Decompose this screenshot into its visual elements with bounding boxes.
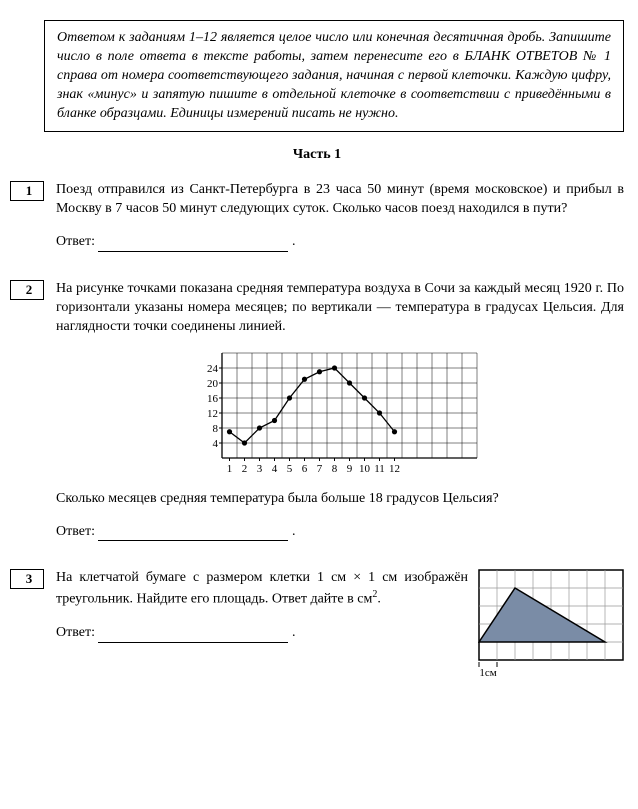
temperature-chart: 4812162024123456789101112 bbox=[200, 349, 481, 476]
answer-line-3: Ответ: . bbox=[56, 624, 468, 643]
svg-text:11: 11 bbox=[374, 463, 385, 475]
problem-body-2: На рисунке точками показана средняя темп… bbox=[56, 280, 624, 541]
problem-text-2b: Сколько месяцев средняя температура была… bbox=[56, 490, 624, 509]
svg-text:24: 24 bbox=[207, 363, 219, 375]
svg-text:2: 2 bbox=[241, 463, 247, 475]
problem-body-1: Поезд отправился из Санкт-Петербурга в 2… bbox=[56, 181, 624, 252]
problem-number-1: 1 bbox=[10, 181, 44, 201]
answer-label-1: Ответ: bbox=[56, 234, 95, 249]
chart-wrap: 4812162024123456789101112 bbox=[56, 349, 624, 476]
part-title: Часть 1 bbox=[10, 146, 624, 165]
triangle-figure-wrap: 1см bbox=[478, 569, 624, 686]
svg-text:12: 12 bbox=[389, 463, 400, 475]
svg-text:3: 3 bbox=[256, 463, 262, 475]
problem-text-1: Поезд отправился из Санкт-Петербурга в 2… bbox=[56, 181, 624, 219]
answer-blank-3[interactable] bbox=[98, 629, 288, 643]
svg-text:12: 12 bbox=[207, 408, 218, 420]
triangle-figure: 1см bbox=[478, 569, 624, 679]
svg-text:1см: 1см bbox=[479, 667, 496, 679]
problem-3: 3 На клетчатой бумаге с размером клетки … bbox=[10, 569, 624, 686]
svg-text:8: 8 bbox=[331, 463, 337, 475]
svg-text:20: 20 bbox=[207, 378, 219, 390]
problem-number-3: 3 bbox=[10, 569, 44, 589]
problem-1: 1 Поезд отправился из Санкт-Петербурга в… bbox=[10, 181, 624, 252]
svg-text:9: 9 bbox=[346, 463, 352, 475]
svg-text:7: 7 bbox=[316, 463, 322, 475]
svg-text:5: 5 bbox=[286, 463, 292, 475]
answer-blank-1[interactable] bbox=[98, 238, 288, 252]
problem-text-3: На клетчатой бумаге с размером клетки 1 … bbox=[56, 570, 468, 607]
svg-text:4: 4 bbox=[271, 463, 277, 475]
problem-body-3: На клетчатой бумаге с размером клетки 1 … bbox=[56, 569, 624, 686]
problem-text-2a: На рисунке точками показана средняя темп… bbox=[56, 280, 624, 337]
svg-text:4: 4 bbox=[212, 438, 218, 450]
answer-label-3: Ответ: bbox=[56, 625, 95, 640]
dot: . bbox=[377, 592, 381, 607]
problem-2: 2 На рисунке точками показана средняя те… bbox=[10, 280, 624, 541]
svg-text:10: 10 bbox=[359, 463, 371, 475]
answer-line-1: Ответ: . bbox=[56, 233, 624, 252]
answer-blank-2[interactable] bbox=[98, 527, 288, 541]
instructions-box: Ответом к заданиям 1–12 является целое ч… bbox=[44, 20, 624, 132]
instructions-text: Ответом к заданиям 1–12 является целое ч… bbox=[57, 30, 611, 121]
svg-text:8: 8 bbox=[212, 423, 218, 435]
svg-text:1: 1 bbox=[226, 463, 232, 475]
problem-number-2: 2 bbox=[10, 280, 44, 300]
answer-line-2: Ответ: . bbox=[56, 523, 624, 542]
svg-text:16: 16 bbox=[207, 393, 219, 405]
svg-text:6: 6 bbox=[301, 463, 307, 475]
answer-label-2: Ответ: bbox=[56, 524, 95, 539]
